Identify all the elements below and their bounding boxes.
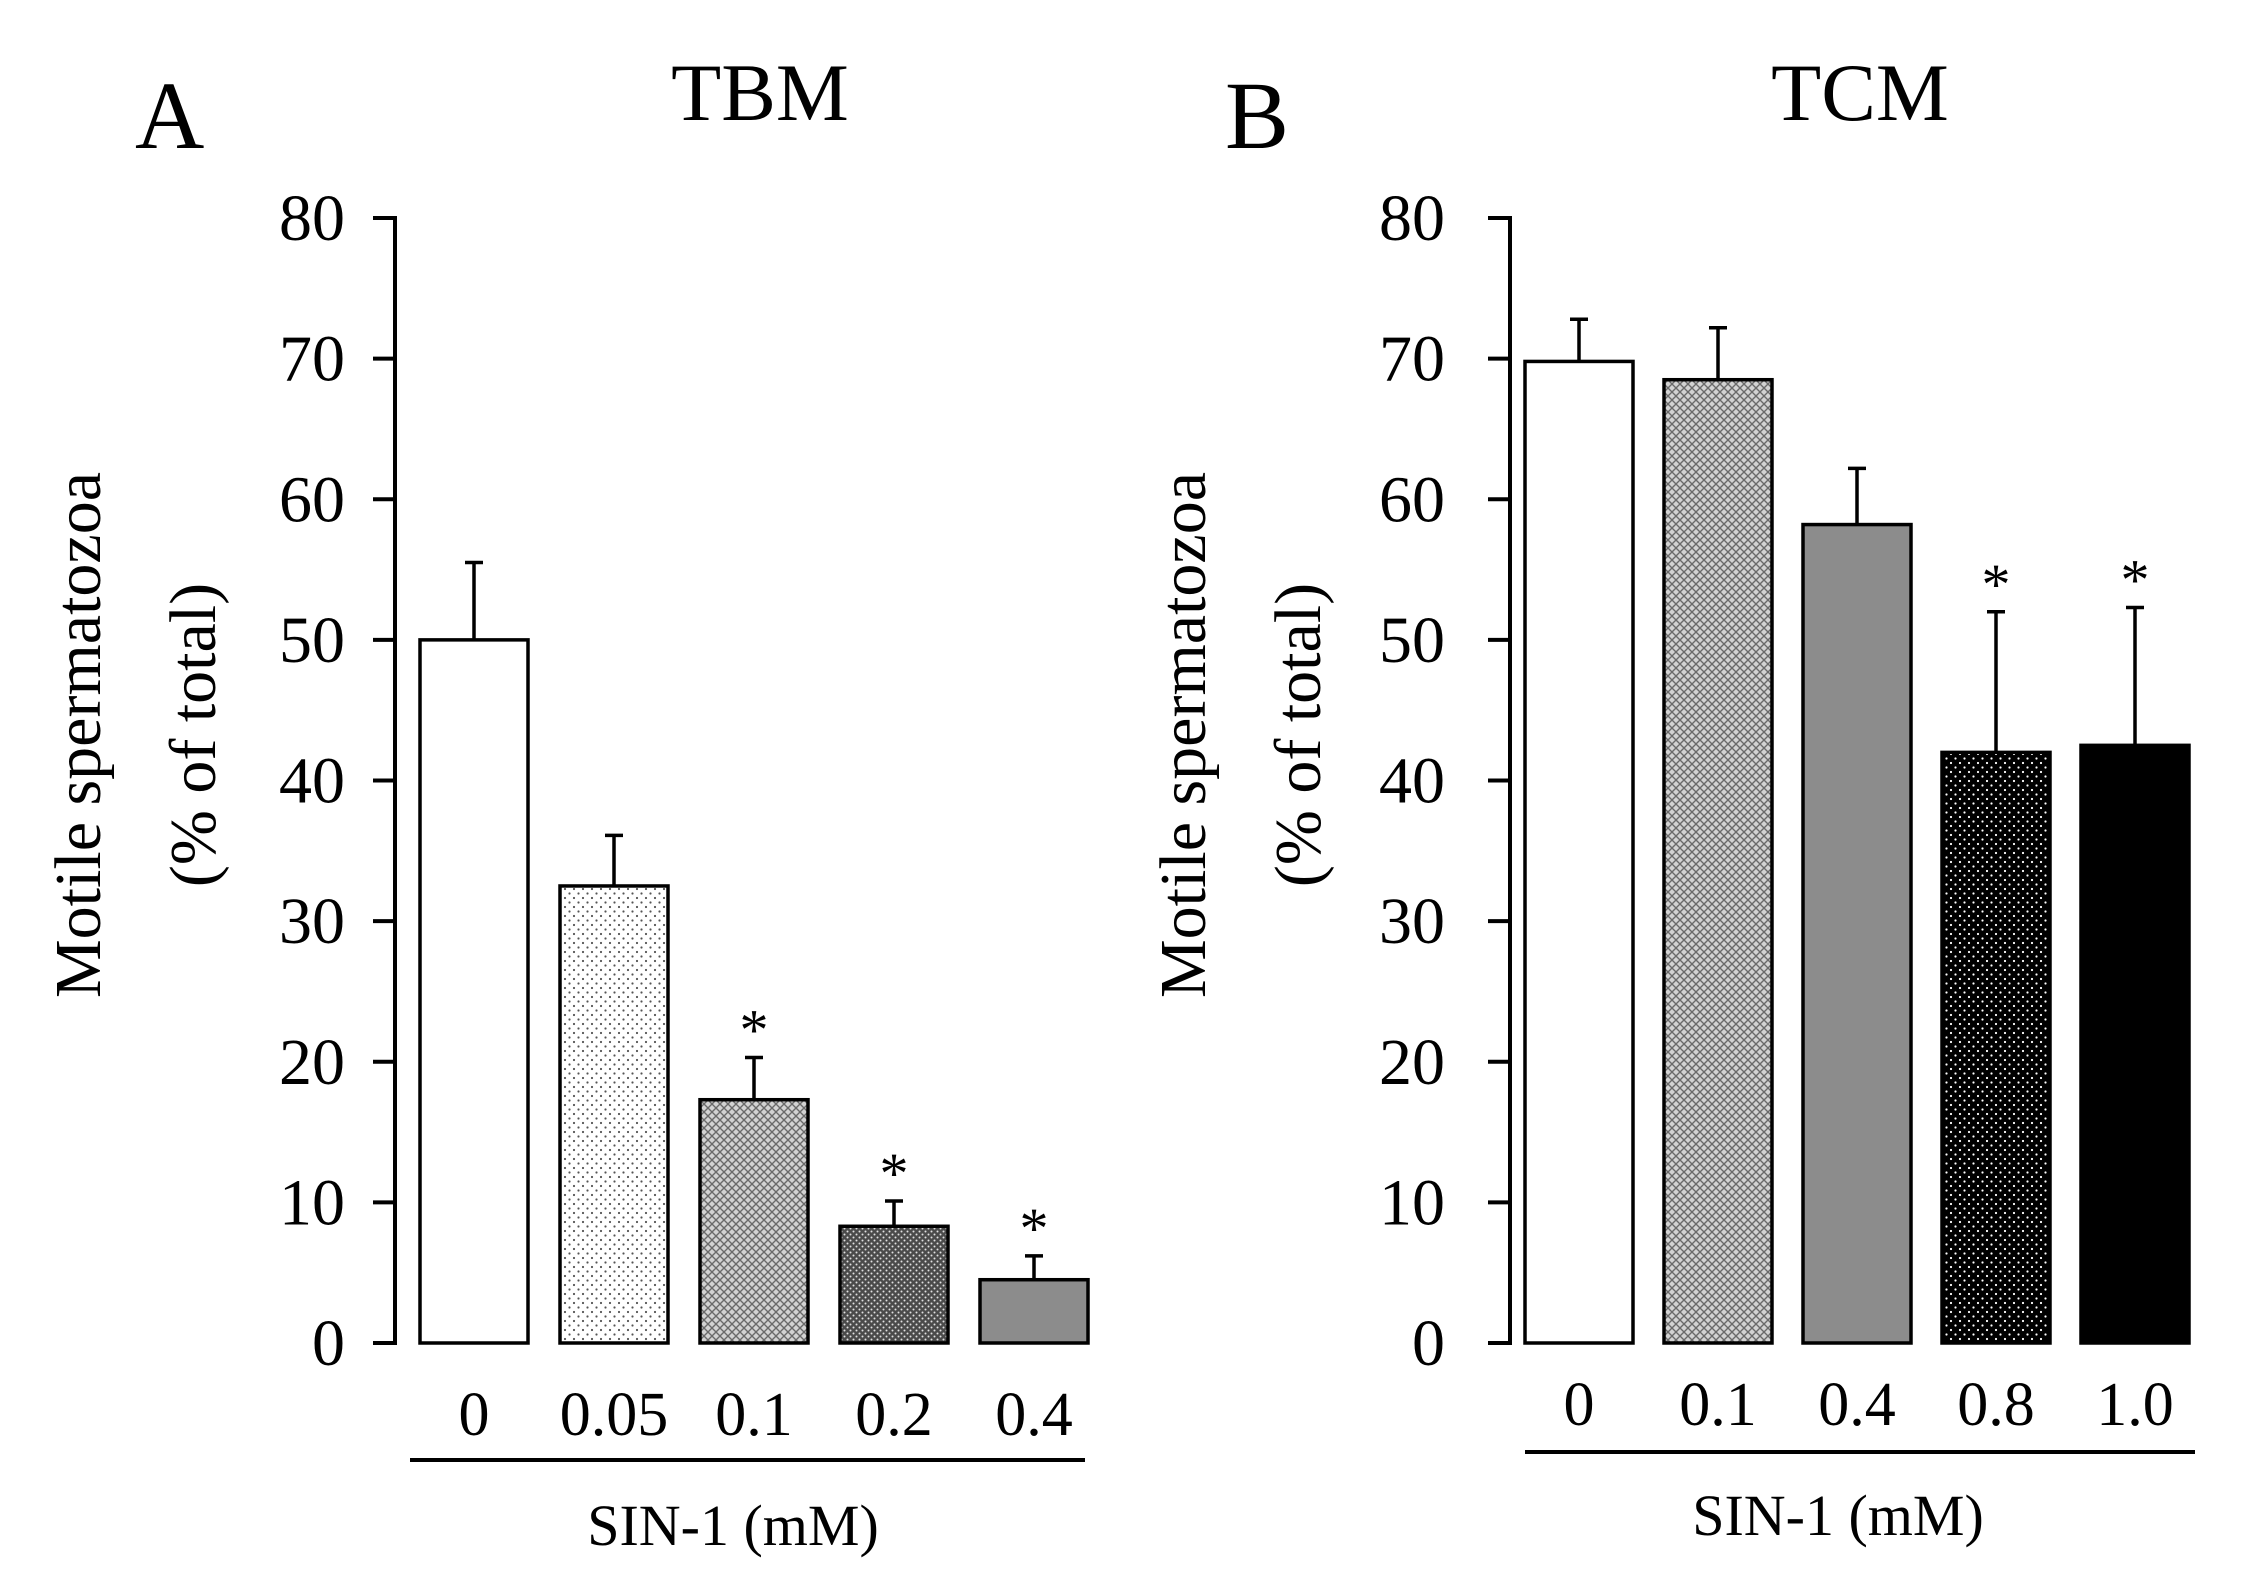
y-tick-label: 80	[1379, 182, 1445, 255]
significance-marker: *	[1982, 552, 2011, 617]
x-tick-label: 0.05	[560, 1381, 669, 1449]
bar	[1523, 359, 1635, 1345]
bar	[2079, 743, 2191, 1345]
chart-title: TCM	[1771, 47, 1949, 138]
significance-marker: *	[880, 1141, 909, 1206]
bar	[698, 1097, 810, 1345]
x-tick-label: 0.2	[855, 1381, 933, 1449]
x-tick-label: 0.4	[995, 1381, 1073, 1449]
x-tick-label: 0.4	[1818, 1371, 1896, 1439]
panel-letter: A	[135, 62, 204, 169]
bar	[838, 1224, 950, 1345]
y-axis-label-units: (% of total)	[1262, 583, 1335, 887]
x-tick-label: 0.1	[1679, 1371, 1757, 1439]
bar	[1662, 377, 1774, 1345]
y-tick-label: 20	[279, 1026, 345, 1099]
y-tick-label: 10	[1379, 1166, 1445, 1239]
y-tick-label: 30	[279, 885, 345, 958]
y-tick-label: 40	[1379, 745, 1445, 818]
bar	[978, 1277, 1090, 1345]
x-tick-label: 0	[1564, 1371, 1595, 1439]
x-tick-label: 0.8	[1957, 1371, 2035, 1439]
panel-a: A TBM Motile spermatozoa (% of total) SI…	[42, 47, 1090, 1558]
x-axis-label: SIN-1 (mM)	[1692, 1483, 1984, 1548]
y-tick-label: 20	[1379, 1026, 1445, 1099]
y-tick-label: 30	[1379, 885, 1445, 958]
y-axis-label: Motile spermatozoa	[1147, 472, 1220, 998]
y-tick-label: 60	[279, 463, 345, 536]
x-tick-label: 0	[459, 1381, 490, 1449]
chart-title: TBM	[671, 47, 849, 138]
y-tick-label: 50	[1379, 604, 1445, 677]
significance-marker: *	[2121, 548, 2150, 613]
y-axis-label: Motile spermatozoa	[42, 472, 115, 998]
bar	[558, 884, 670, 1345]
panel-letter: B	[1225, 62, 1289, 169]
significance-marker: *	[740, 998, 769, 1063]
y-tick-label: 0	[1412, 1307, 1445, 1380]
y-tick-label: 10	[279, 1166, 345, 1239]
x-tick-label: 1.0	[2096, 1371, 2174, 1439]
x-tick-label: 0.1	[715, 1381, 793, 1449]
bar	[418, 638, 530, 1345]
y-tick-label: 50	[279, 604, 345, 677]
x-axis-label: SIN-1 (mM)	[587, 1493, 879, 1558]
bar	[1801, 522, 1913, 1345]
y-tick-label: 60	[1379, 463, 1445, 536]
y-axis-label-units: (% of total)	[157, 583, 230, 887]
y-tick-label: 70	[279, 323, 345, 396]
y-tick-label: 0	[312, 1307, 345, 1380]
panel-b: B TCM Motile spermatozoa (% of total) SI…	[1147, 47, 2195, 1548]
bar	[1940, 750, 2052, 1345]
y-tick-label: 40	[279, 745, 345, 818]
y-tick-label: 80	[279, 182, 345, 255]
y-tick-label: 70	[1379, 323, 1445, 396]
significance-marker: *	[1020, 1196, 1049, 1261]
